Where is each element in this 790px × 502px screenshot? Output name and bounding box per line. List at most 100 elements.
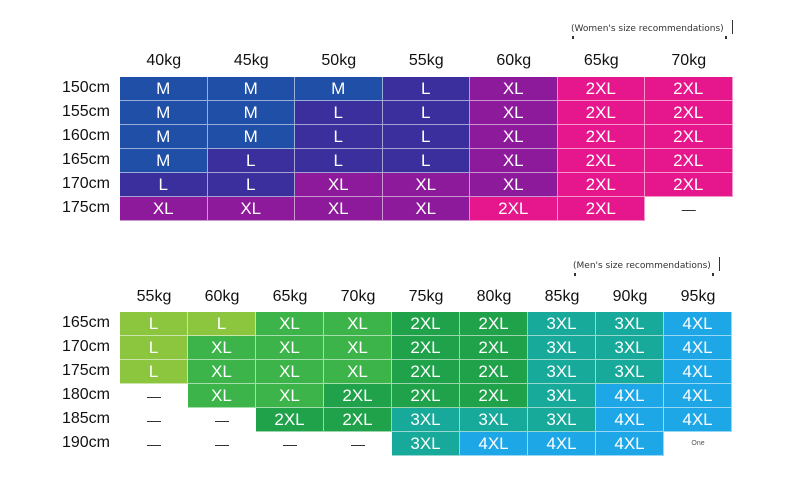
- size-cell: 3XL: [528, 408, 596, 432]
- size-cell: 3XL: [528, 384, 596, 408]
- size-cell: L: [295, 125, 383, 149]
- size-cell: 2XL: [557, 173, 645, 197]
- size-cell: 2XL: [645, 149, 733, 173]
- size-cell: XL: [382, 197, 470, 221]
- caption-divider: [718, 257, 720, 271]
- size-cell: L: [382, 77, 470, 101]
- height-header: 185cm: [61, 410, 110, 427]
- height-header: 165cm: [61, 314, 110, 331]
- men-caption: (Men's size recommendations): [573, 257, 720, 276]
- empty-cell: —: [283, 436, 297, 452]
- size-cell: 2XL: [557, 149, 645, 173]
- size-cell: 3XL: [392, 408, 460, 432]
- size-cell: M: [207, 101, 295, 125]
- weight-header: 50kg: [321, 52, 357, 69]
- empty-cell: —: [681, 201, 696, 217]
- size-cell: L: [120, 336, 188, 360]
- size-cell: 4XL: [664, 336, 732, 360]
- size-cell: XL: [324, 360, 392, 384]
- size-cell: XL: [382, 173, 470, 197]
- size-cell: 3XL: [528, 336, 596, 360]
- size-cell: XL: [470, 173, 558, 197]
- weight-header: 85kg: [544, 288, 580, 305]
- size-cell: 4XL: [664, 408, 732, 432]
- size-cell: L: [120, 360, 188, 384]
- height-header: 170cm: [61, 175, 110, 192]
- size-cell: XL: [207, 197, 295, 221]
- size-cell: 2XL: [645, 125, 733, 149]
- size-cell: 2XL: [557, 125, 645, 149]
- size-cell: XL: [470, 101, 558, 125]
- size-cell: 2XL: [645, 101, 733, 125]
- size-cell: XL: [295, 173, 383, 197]
- size-cell: 2XL: [256, 408, 324, 432]
- size-cell: 2XL: [460, 384, 528, 408]
- size-cell: XL: [470, 77, 558, 101]
- height-header: 160cm: [61, 127, 110, 144]
- caption-tick: [572, 36, 574, 39]
- size-cell: M: [207, 77, 295, 101]
- weight-header: 55kg: [408, 52, 444, 69]
- size-cell: 2XL: [645, 173, 733, 197]
- size-cell: 3XL: [596, 360, 664, 384]
- size-cell: M: [120, 101, 208, 125]
- weight-header: 65kg: [272, 288, 308, 305]
- size-cell: XL: [470, 149, 558, 173]
- size-cell: 2XL: [392, 384, 460, 408]
- weight-header: 75kg: [408, 288, 444, 305]
- size-cell: 4XL: [596, 408, 664, 432]
- empty-cell: —: [147, 412, 161, 428]
- size-cell: 3XL: [528, 360, 596, 384]
- size-cell: 2XL: [557, 197, 645, 221]
- size-cell: 4XL: [596, 384, 664, 408]
- size-cell: L: [188, 312, 256, 336]
- size-cell: 2XL: [324, 384, 392, 408]
- caption-tick: [574, 273, 576, 276]
- size-cell: 4XL: [460, 432, 528, 456]
- size-cell: XL: [256, 360, 324, 384]
- empty-cell: —: [351, 436, 365, 452]
- height-header: 175cm: [61, 362, 110, 379]
- size-cell: XL: [256, 384, 324, 408]
- weight-header: 55kg: [136, 288, 172, 305]
- height-header: 180cm: [61, 386, 110, 403]
- weight-header: 60kg: [496, 52, 532, 69]
- size-cell: 2XL: [460, 336, 528, 360]
- size-cell: M: [120, 125, 208, 149]
- weight-header: 40kg: [146, 52, 182, 69]
- caption-tick: [724, 36, 727, 39]
- size-cell: XL: [324, 312, 392, 336]
- weight-header: 80kg: [476, 288, 512, 305]
- size-cell: 2XL: [392, 336, 460, 360]
- size-cell: 4XL: [664, 384, 732, 408]
- size-cell: 4XL: [664, 360, 732, 384]
- size-cell: 4XL: [528, 432, 596, 456]
- weight-header: 90kg: [612, 288, 648, 305]
- women-caption: (Women's size recommendations): [571, 20, 733, 39]
- weight-header: 65kg: [583, 52, 619, 69]
- size-cell: 3XL: [596, 336, 664, 360]
- size-cell: L: [120, 173, 208, 197]
- size-cell: L: [382, 149, 470, 173]
- weight-header: 95kg: [680, 288, 716, 305]
- size-cell: XL: [188, 384, 256, 408]
- men-caption-text: (Men's size recommendations): [573, 261, 711, 271]
- height-header: 150cm: [61, 79, 110, 96]
- height-header: 175cm: [61, 199, 110, 216]
- size-cell: 2XL: [557, 77, 645, 101]
- size-cell: XL: [188, 360, 256, 384]
- size-cell: XL: [470, 125, 558, 149]
- size-cell: M: [207, 125, 295, 149]
- size-note: One: [691, 440, 705, 447]
- size-cell: L: [207, 149, 295, 173]
- size-cell: 2XL: [557, 101, 645, 125]
- size-cell: XL: [120, 197, 208, 221]
- size-cell: XL: [295, 197, 383, 221]
- size-cell: L: [382, 101, 470, 125]
- size-cell: 2XL: [460, 360, 528, 384]
- size-cell: 3XL: [528, 312, 596, 336]
- weight-header: 45kg: [233, 52, 269, 69]
- empty-cell: —: [147, 436, 161, 452]
- size-cell: 2XL: [460, 312, 528, 336]
- size-cell: 2XL: [470, 197, 558, 221]
